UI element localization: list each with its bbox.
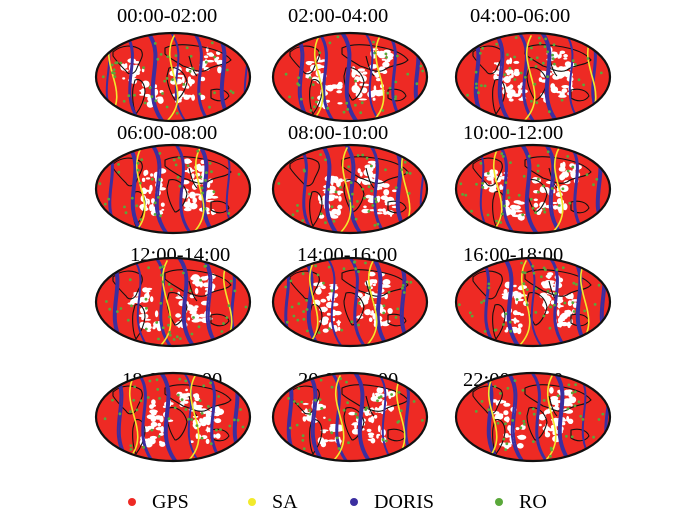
legend-item-doris: DORIS [350,488,434,516]
ro-points [459,150,599,224]
ro-points [458,261,601,333]
ro-points [287,377,424,450]
ro-points [103,377,245,451]
ro-points [474,379,605,458]
map-panel [94,371,252,463]
legend-label-ro: RO [519,490,547,513]
map-frame [94,256,252,348]
legend-marker-gps [128,498,136,506]
map-panel [454,256,612,348]
map-frame [94,143,252,235]
ro-points [284,35,425,115]
ro-points [105,264,248,341]
legend: GPS SA DORIS RO [0,488,700,516]
legend-label-doris: DORIS [374,490,435,513]
map-panel [271,31,429,123]
ro-points [101,41,235,115]
ro-points [466,36,603,114]
map-panel [454,143,612,235]
map-frame [454,31,612,123]
map-frame [271,256,429,348]
panel-title: 02:00-04:00 [288,5,389,27]
map-panel [271,371,429,463]
map-frame [271,371,429,463]
map-panel [271,256,429,348]
legend-label-sa: SA [272,490,298,513]
panel-title: 06:00-08:00 [117,122,218,144]
map-panel [454,371,612,463]
map-panel [94,143,252,235]
legend-label-gps: GPS [152,490,189,513]
legend-item-sa: SA [248,488,298,516]
panel-title: 08:00-10:00 [288,122,389,144]
map-frame [94,371,252,463]
map-panel [94,31,252,123]
ro-points [284,260,413,334]
legend-item-ro: RO [495,488,547,516]
map-panel [94,256,252,348]
panel-title: 10:00-12:00 [463,122,564,144]
panel-title: 00:00-02:00 [117,5,218,27]
panel-title: 04:00-06:00 [470,5,571,27]
map-frame [94,31,252,123]
coastlines [112,44,232,115]
legend-marker-sa [248,498,256,506]
map-panel [454,31,612,123]
map-frame [454,371,612,463]
legend-marker-ro [495,498,503,506]
legend-item-gps: GPS [128,488,189,516]
ro-points [98,149,241,221]
ro-points [277,153,412,227]
coastlines [289,156,409,227]
legend-marker-doris [350,498,358,506]
map-frame [454,256,612,348]
map-frame [271,143,429,235]
map-frame [454,143,612,235]
map-panel [271,143,429,235]
map-frame [271,31,429,123]
